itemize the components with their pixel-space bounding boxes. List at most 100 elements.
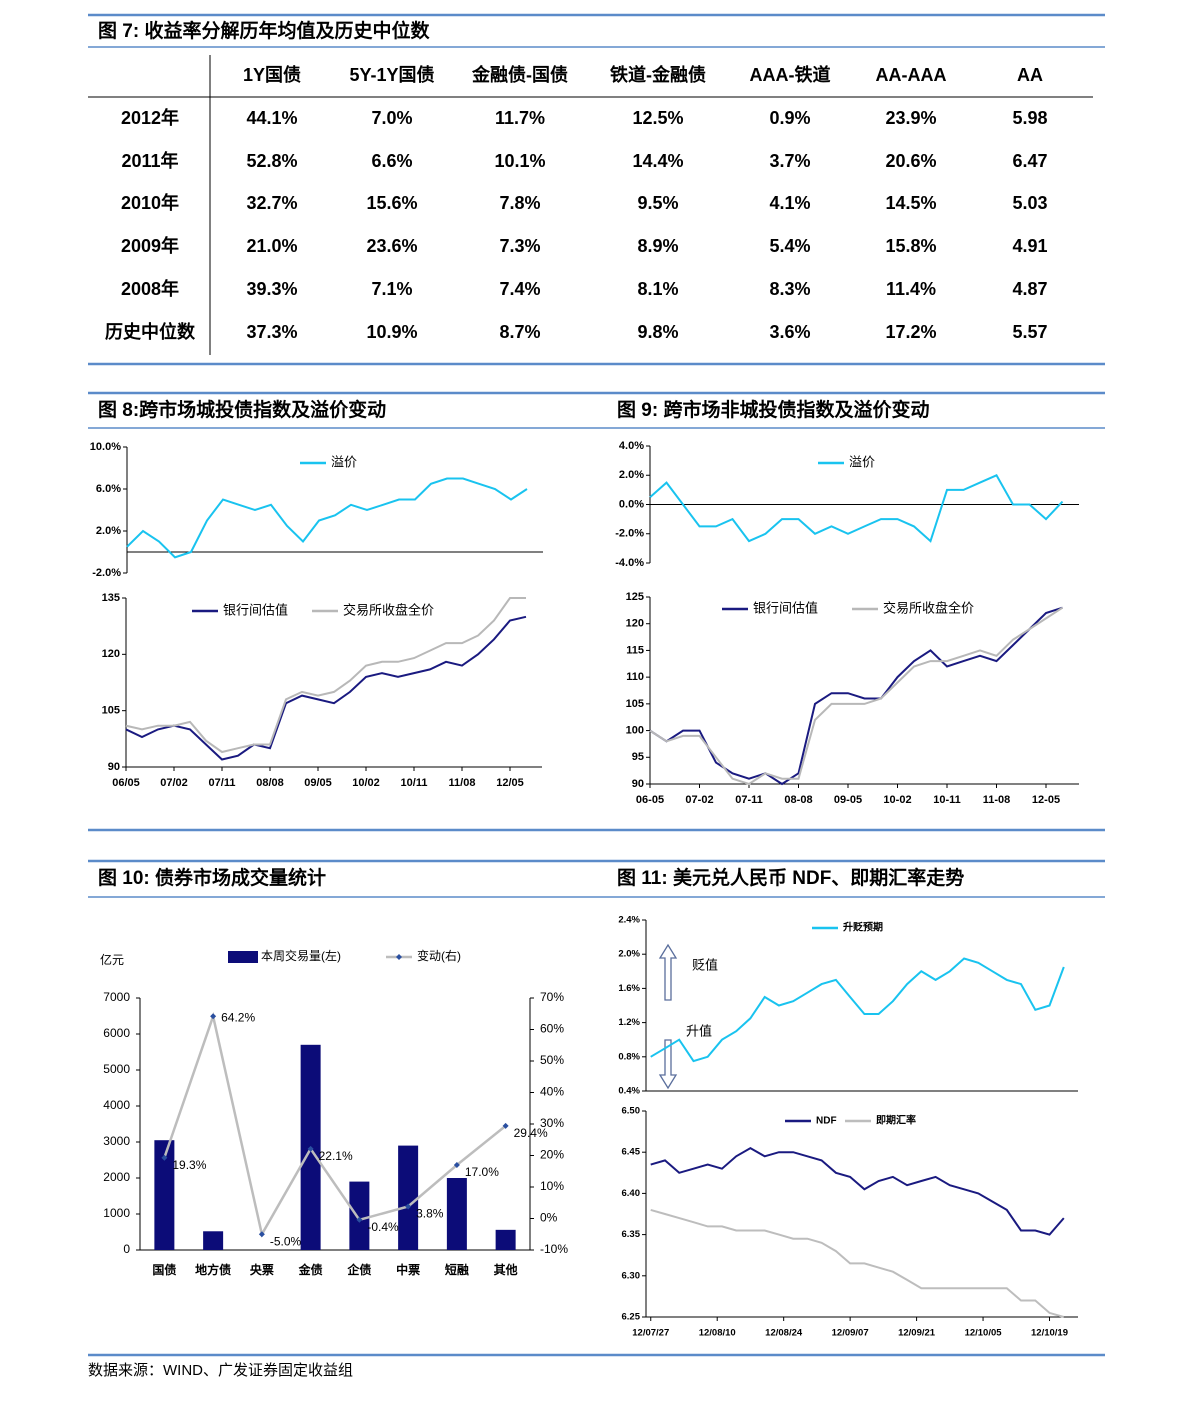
row-label: 2009年 [121,235,179,256]
cell: 9.8% [637,322,678,342]
data-label: 29.4% [514,1126,548,1140]
y-tick-label: 110 [626,671,644,683]
y2-tick-label: 0% [540,1211,558,1225]
legend-label: 本周交易量(左) [261,948,341,963]
y2-tick-label: 50% [540,1053,564,1067]
cell: 12.5% [632,108,683,128]
x-tick-label: 07/02 [160,777,188,789]
point [356,1216,363,1223]
legend-label: 交易所收盘全价 [883,600,974,615]
bar [495,1229,516,1250]
cell: 21.0% [246,236,297,256]
x-tick-label: 中票 [396,1262,420,1277]
x-tick-label: 12/10/19 [1031,1328,1068,1339]
bar [203,1231,224,1250]
y-tick-label: 6.0% [96,483,121,495]
x-tick-label: 07-02 [685,794,713,806]
x-tick-label: 12/09/21 [898,1328,936,1339]
y-tick-label: 1.2% [618,1017,640,1028]
cell: 6.47 [1012,151,1047,171]
x-tick-label: 短融 [445,1262,469,1277]
arrows [658,943,678,1090]
y-tick-label: 2.4% [618,915,640,926]
legend-label: 银行间估值 [223,602,288,617]
bar [349,1181,370,1250]
y-tick-label: 2.0% [618,949,640,960]
column-header: AA [1017,65,1043,85]
y-tick-label: 6.40 [622,1188,641,1199]
legend-label: 溢价 [849,454,875,469]
y-tick-label: 4000 [103,1098,130,1112]
y-tick-label: 120 [626,618,644,630]
y2-tick-label: 20% [540,1148,564,1162]
x-tick-label: 12/07/27 [632,1328,669,1339]
x-tick-label: 06/05 [112,777,140,789]
cell: 14.5% [885,193,936,213]
legend-swatch [228,951,258,963]
cell: 5.03 [1012,193,1047,213]
cell: 8.7% [499,322,540,342]
series-line [125,597,526,754]
y2-tick-label: 60% [540,1022,564,1036]
cell: 10.9% [366,322,417,342]
row-label: 2011年 [121,150,178,171]
cell: 11.7% [495,108,545,128]
y-tick-label: -4.0% [615,557,644,569]
y-tick-label: 0.4% [618,1086,640,1097]
y-tick-label: 2.0% [96,525,121,537]
bar [446,1178,467,1250]
series-line [650,1146,1065,1236]
x-tick-label: 企债 [346,1262,371,1277]
cell: 4.87 [1012,279,1047,299]
annotation: 升值 [686,1023,712,1038]
x-tick-label: 10/02 [352,777,380,789]
y-tick-label: 1.6% [618,983,640,994]
cell: 7.8% [499,193,540,213]
data-label: 22.1% [319,1149,353,1163]
series-line [650,957,1065,1063]
series-line [649,606,1064,786]
x-tick-label: 09/05 [304,777,332,789]
cell: 11.4% [886,279,936,299]
point [453,1161,460,1168]
y-tick-label: 95 [632,751,644,763]
series-line [650,1208,1065,1318]
data-label: 3.8% [416,1207,444,1221]
row-label: 历史中位数 [105,321,196,342]
legend-label: 升贬预期 [843,921,883,934]
y-tick-label: 4.0% [619,440,644,452]
column-header: 金融债-国债 [471,64,568,85]
y2-tick-label: 40% [540,1085,564,1099]
legend-label: 即期汇率 [876,1114,916,1127]
x-tick-label: 12/09/07 [832,1328,869,1339]
y-tick-label: 10.0% [90,441,121,453]
data-label: 64.2% [221,1010,255,1024]
figure-title: 图 9: 跨市场非城投债指数及溢价变动 [617,398,929,421]
cell: 7.4% [499,279,540,299]
cell: 7.0% [371,108,412,128]
y-tick-label: 135 [102,592,120,604]
legend-label: 溢价 [331,454,357,469]
cell: 32.7% [246,193,297,213]
x-tick-label: 央票 [250,1262,274,1277]
cell: 15.8% [885,236,936,256]
figure-title: 图 8:跨市场城投债指数及溢价变动 [98,398,386,421]
row-label: 2008年 [121,278,179,299]
cell: 0.9% [769,108,810,128]
figure-title: 图 10: 债券市场成交量统计 [98,866,326,889]
cell: 23.9% [885,108,936,128]
series-line [649,606,1063,786]
x-tick-label: 10/11 [401,777,428,789]
y-tick-label: 6.25 [622,1312,641,1323]
cell: 10.1% [494,151,545,171]
y-tick-label: 115 [626,644,644,656]
legend-marker [396,954,402,960]
y-tick-label: 0.8% [618,1051,640,1062]
column-header: AA-AAA [876,65,947,85]
x-tick-label: 06-05 [636,794,664,806]
y-tick-label: 7000 [103,990,130,1004]
y-tick-label: 105 [626,698,644,710]
y2-tick-label: 70% [540,990,564,1004]
cell: 14.4% [632,151,683,171]
change-line [163,1011,507,1238]
